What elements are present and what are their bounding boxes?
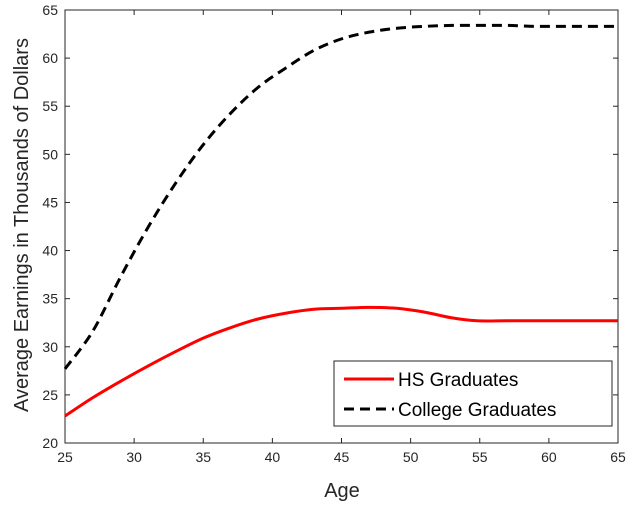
y-axis-title: Average Earnings in Thousands of Dollars bbox=[11, 38, 33, 412]
y-tick-label: 25 bbox=[42, 387, 58, 403]
x-tick-label: 65 bbox=[610, 449, 626, 465]
y-tick-label: 20 bbox=[42, 435, 58, 451]
x-axis-ticks: 25 30 35 40 45 50 55 60 65 bbox=[57, 10, 626, 465]
series-layer bbox=[63, 23, 618, 418]
x-tick-label: 60 bbox=[541, 449, 557, 465]
x-tick-label: 35 bbox=[195, 449, 211, 465]
series-line-college-graduates bbox=[63, 23, 618, 370]
x-tick-label: 45 bbox=[334, 449, 350, 465]
y-tick-label: 45 bbox=[42, 194, 58, 210]
y-tick-label: 35 bbox=[42, 291, 58, 307]
x-tick-label: 50 bbox=[403, 449, 419, 465]
legend: HS Graduates College Graduates bbox=[333, 360, 613, 427]
y-tick-label: 40 bbox=[42, 243, 58, 259]
legend-label-college-graduates: College Graduates bbox=[398, 400, 556, 421]
x-tick-label: 40 bbox=[265, 449, 281, 465]
x-tick-label: 25 bbox=[57, 449, 73, 465]
x-tick-label: 30 bbox=[126, 449, 142, 465]
x-tick-label: 55 bbox=[472, 449, 488, 465]
series-line-hs-graduates bbox=[64, 305, 618, 418]
y-tick-label: 65 bbox=[42, 2, 58, 18]
y-tick-label: 55 bbox=[42, 98, 58, 114]
y-tick-label: 60 bbox=[42, 50, 58, 66]
x-axis-title: Age bbox=[324, 480, 360, 502]
y-tick-label: 50 bbox=[42, 146, 58, 162]
y-tick-label: 30 bbox=[42, 339, 58, 355]
legend-label-hs-graduates: HS Graduates bbox=[398, 370, 518, 391]
legend-box bbox=[333, 360, 613, 427]
y-axis-ticks: 20 25 30 35 40 45 50 55 60 65 bbox=[42, 2, 618, 451]
